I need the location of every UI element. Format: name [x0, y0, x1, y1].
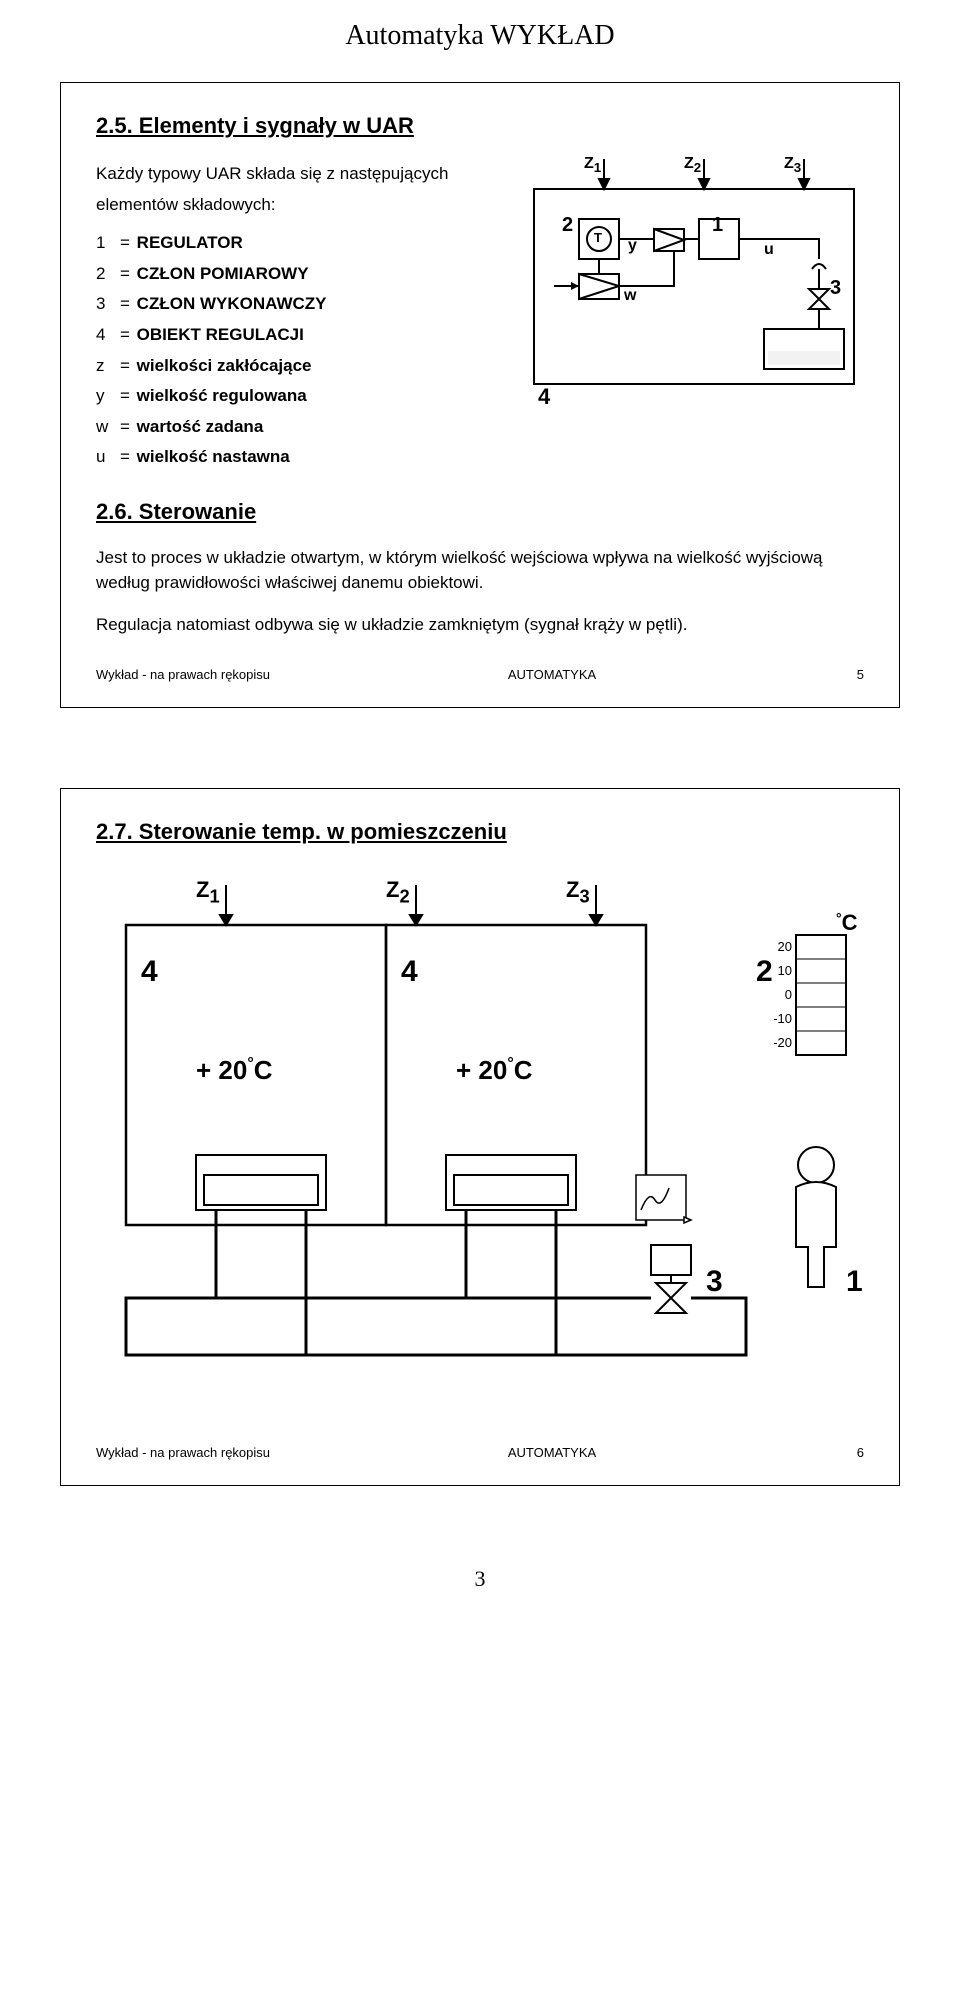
- y-label: y: [628, 237, 637, 255]
- elements-list: Każdy typowy UAR składa się z następując…: [96, 159, 484, 473]
- temp-b: + 20°C: [456, 1055, 533, 1086]
- card-section-2-7: 2.7. Sterowanie temp. w pomieszczeniu: [60, 788, 900, 1486]
- n1-label: 1: [712, 214, 723, 237]
- temp-a: + 20°C: [196, 1055, 273, 1086]
- room-diagram: Z1 Z2 Z3 4 4 + 20°C + 20°C 2 °C 20 10 0 …: [96, 875, 866, 1415]
- t-label: T: [594, 230, 602, 245]
- sterowanie-body-2: Regulacja natomiast odbywa się w układzi…: [96, 612, 864, 638]
- heading-2-5: 2.5. Elementy i sygnały w UAR: [96, 113, 864, 139]
- z2-label: Z2: [386, 877, 410, 907]
- n4b-label: 4: [401, 955, 418, 989]
- c-unit: °C: [836, 910, 858, 936]
- card2-footer: Wykład - na prawach rękopisu AUTOMATYKA …: [96, 1445, 864, 1460]
- element-line: 3= CZŁON WYKONAWCZY: [96, 289, 484, 320]
- element-line: w= wartość zadana: [96, 412, 484, 443]
- n3-label: 3: [830, 277, 841, 300]
- footer-left: Wykład - na prawach rękopisu: [96, 667, 270, 682]
- footer-mid: AUTOMATYKA: [270, 667, 834, 682]
- footer-left: Wykład - na prawach rękopisu: [96, 1445, 270, 1460]
- w-label: w: [624, 287, 636, 305]
- heading-2-6: 2.6. Sterowanie: [96, 499, 864, 525]
- n3-label: 3: [706, 1265, 723, 1299]
- z3-label: Z3: [566, 877, 590, 907]
- n4-label: 4: [538, 384, 550, 410]
- footer-mid: AUTOMATYKA: [270, 1445, 834, 1460]
- sterowanie-body-1: Jest to proces w układzie otwartym, w kt…: [96, 545, 864, 596]
- page-title: Automatyka WYKŁAD: [60, 20, 900, 52]
- uar-diagram: Z1 Z2 Z3 2 T y 1 u 3 w 4: [524, 159, 864, 419]
- element-line: y= wielkość regulowana: [96, 381, 484, 412]
- element-line: 1= REGULATOR: [96, 228, 484, 259]
- element-line: u= wielkość nastawna: [96, 442, 484, 473]
- z3-label: Z3: [784, 155, 801, 175]
- z1-label: Z1: [584, 155, 601, 175]
- elements-intro: Każdy typowy UAR składa się z następując…: [96, 159, 484, 220]
- page-number: 3: [60, 1566, 900, 1592]
- card-section-2-5: 2.5. Elementy i sygnały w UAR Każdy typo…: [60, 82, 900, 708]
- n1-label: 1: [846, 1265, 863, 1299]
- element-line: 2= CZŁON POMIAROWY: [96, 259, 484, 290]
- element-line: 4= OBIEKT REGULACJI: [96, 320, 484, 351]
- footer-right: 5: [834, 667, 864, 682]
- heading-2-7: 2.7. Sterowanie temp. w pomieszczeniu: [96, 819, 864, 845]
- element-line: z= wielkości zakłócające: [96, 351, 484, 382]
- u-label: u: [764, 241, 774, 259]
- z1-label: Z1: [196, 877, 220, 907]
- n2-label: 2: [562, 214, 573, 237]
- card1-footer: Wykład - na prawach rękopisu AUTOMATYKA …: [96, 667, 864, 682]
- z2-label: Z2: [684, 155, 701, 175]
- scale: 20 10 0 -10 -20: [766, 935, 792, 1055]
- footer-right: 6: [834, 1445, 864, 1460]
- n4a-label: 4: [141, 955, 158, 989]
